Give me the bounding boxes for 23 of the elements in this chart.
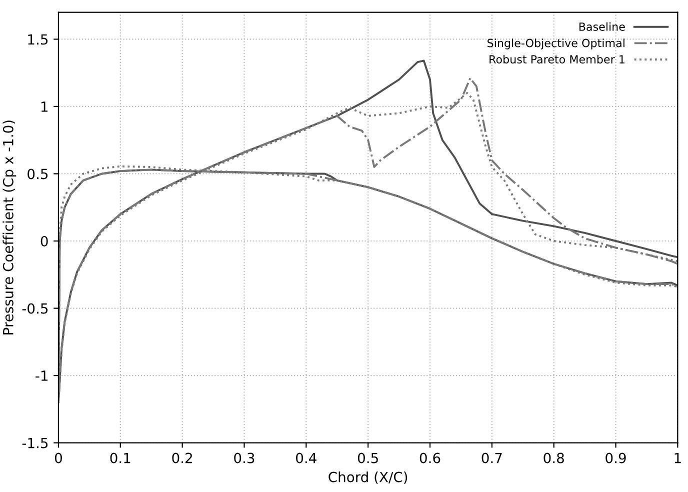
y-tick-label: -1 — [36, 370, 48, 381]
y-tick-label: 1 — [41, 102, 48, 112]
x-tick-label: 0.3 — [234, 452, 254, 464]
x-tick-label: 0.1 — [110, 452, 130, 464]
y-tick-label: -0.5 — [22, 303, 48, 314]
x-tick-label: 0.5 — [358, 452, 378, 464]
y-tick-label: -1.5 — [22, 438, 48, 448]
y-tick-label: 0.5 — [28, 168, 48, 180]
x-tick-label: 0.2 — [172, 452, 192, 464]
x-tick-label: 0.8 — [544, 452, 564, 464]
y-axis-title: Pressure Coefficient (Cp x -1.0) — [2, 120, 16, 334]
legend-label: Baseline — [579, 22, 625, 31]
legend-label: Single-Objective Optimal — [488, 38, 624, 50]
y-tick-label: 1.5 — [28, 34, 48, 45]
x-tick-label: 0.7 — [482, 452, 502, 464]
x-axis-title: Chord (X/C) — [328, 472, 408, 484]
x-tick-label: 0 — [54, 452, 62, 464]
x-tick-label: 0.4 — [296, 452, 316, 464]
x-tick-label: 0.9 — [606, 452, 626, 464]
legend-label: Robust Pareto Member 1 — [490, 54, 624, 64]
x-tick-label: 0.6 — [420, 452, 440, 464]
x-tick-label: 1 — [674, 452, 681, 464]
y-tick-label: 0 — [40, 236, 48, 246]
